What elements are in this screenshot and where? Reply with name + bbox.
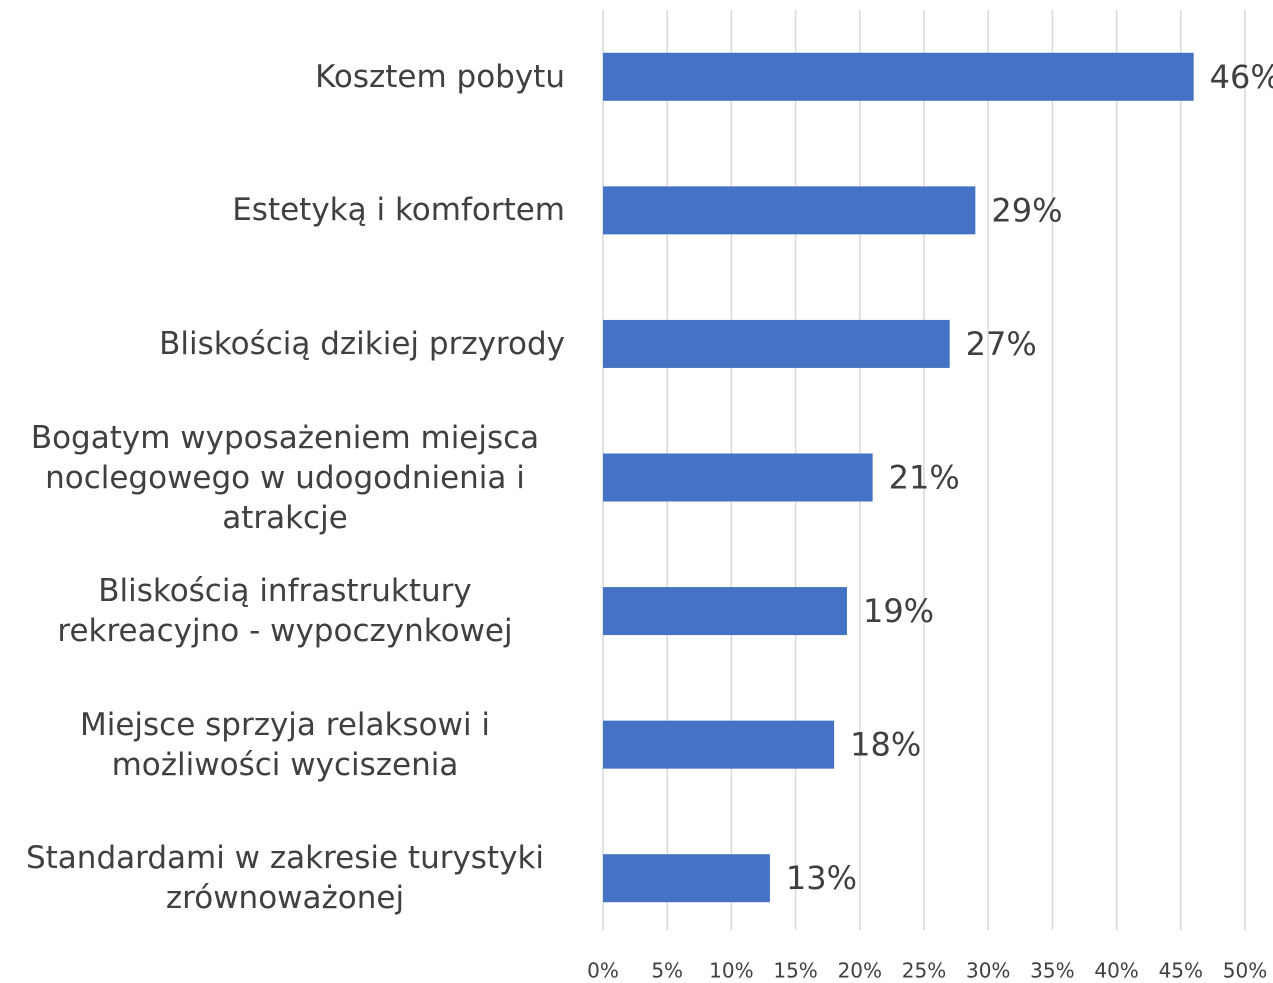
data-label: 46% bbox=[1210, 58, 1273, 96]
bar bbox=[603, 720, 835, 769]
x-tick-label: 35% bbox=[1030, 959, 1074, 983]
x-tick-label: 0% bbox=[587, 959, 619, 983]
y-tick-label: Standardami w zakresie turystyki zrównow… bbox=[25, 840, 545, 917]
bar bbox=[603, 854, 770, 903]
x-tick-label: 25% bbox=[902, 959, 946, 983]
y-tick-label-box: Kosztem pobytu bbox=[0, 57, 565, 97]
x-tick-label: 45% bbox=[1159, 959, 1203, 983]
bar bbox=[603, 186, 976, 235]
bar bbox=[603, 453, 873, 502]
data-label: 27% bbox=[966, 325, 1037, 363]
data-label: 13% bbox=[786, 859, 857, 897]
x-tick-label: 15% bbox=[773, 959, 817, 983]
x-tick-label: 30% bbox=[966, 959, 1010, 983]
y-tick-label-box: Miejsce sprzyja relaksowi i możliwości w… bbox=[0, 705, 565, 785]
y-tick-label: Bliskością dzikiej przyrody bbox=[159, 325, 565, 362]
y-tick-label-box: Bogatym wyposażeniem miejsca noclegowego… bbox=[0, 418, 565, 538]
y-tick-label-box: Standardami w zakresie turystyki zrównow… bbox=[0, 838, 565, 918]
x-tick-label: 10% bbox=[709, 959, 753, 983]
x-tick-label: 5% bbox=[651, 959, 683, 983]
y-tick-label: Bogatym wyposażeniem miejsca noclegowego… bbox=[30, 419, 540, 536]
data-label: 29% bbox=[991, 191, 1062, 229]
bar bbox=[603, 52, 1194, 101]
data-label: 19% bbox=[863, 592, 934, 630]
y-tick-label: Miejsce sprzyja relaksowi i możliwości w… bbox=[79, 706, 491, 783]
y-tick-label-box: Bliskością dzikiej przyrody bbox=[0, 324, 565, 364]
bar bbox=[603, 587, 847, 636]
x-tick-label: 50% bbox=[1223, 959, 1267, 983]
data-label: 21% bbox=[889, 459, 960, 497]
bar bbox=[603, 319, 950, 368]
y-tick-label: Estetyką i komfortem bbox=[232, 192, 565, 229]
x-tick-label: 40% bbox=[1094, 959, 1138, 983]
y-tick-label-box: Estetyką i komfortem bbox=[0, 190, 565, 230]
data-label: 18% bbox=[850, 726, 921, 764]
y-tick-label: Bliskością infrastruktury rekreacyjno - … bbox=[57, 573, 513, 650]
y-tick-label: Kosztem pobytu bbox=[315, 58, 565, 95]
y-tick-label-box: Bliskością infrastruktury rekreacyjno - … bbox=[0, 571, 565, 651]
x-tick-label: 20% bbox=[838, 959, 882, 983]
